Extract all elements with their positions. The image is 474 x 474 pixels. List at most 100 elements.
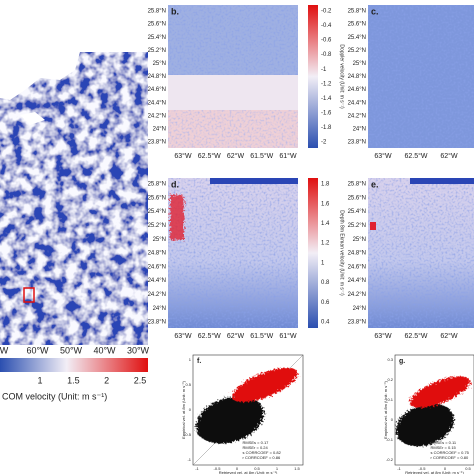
x-tick-label: 61.5°W bbox=[250, 332, 273, 340]
panel-a-map bbox=[0, 52, 148, 372]
y-tick-label: 24.2°N bbox=[148, 113, 166, 119]
x-tick-label: 62.5°W bbox=[198, 152, 221, 160]
x-tick-label: 30°W bbox=[127, 345, 150, 355]
panel-g-scatter bbox=[394, 354, 474, 466]
x-tick-label: -1 bbox=[397, 466, 401, 471]
legend-entry: RMSEs = 0.11 bbox=[431, 440, 457, 445]
y-tick-label: 25.4°N bbox=[348, 209, 366, 215]
y-tick-label: 1 bbox=[189, 357, 192, 362]
legend-entry: s CORRCOEF = 0.75 bbox=[431, 450, 470, 455]
legend-entry: RMSEs = 0.17 bbox=[243, 440, 270, 445]
x-tick-label: 62°W bbox=[440, 152, 458, 160]
x-tick-label: 63°W bbox=[174, 152, 192, 160]
y-tick-label: 24.8°N bbox=[348, 74, 366, 80]
legend-entry: s CORRCOEF = 0.82 bbox=[243, 450, 282, 455]
colorbar-tick-label: -1.6 bbox=[321, 110, 332, 116]
panel-label: e. bbox=[371, 179, 379, 189]
colorbar-tick-label: 1.2 bbox=[321, 241, 330, 247]
y-tick-label: 0 bbox=[189, 407, 192, 412]
y-tick-label: 24.8°N bbox=[148, 74, 166, 80]
y-tick-label: 24.4°N bbox=[348, 100, 366, 106]
x-tick-label: 1 bbox=[276, 466, 279, 471]
colorbar-tick-label: -1 bbox=[321, 67, 327, 73]
y-tick-label: 25.2°N bbox=[148, 48, 166, 54]
x-tick-label: 40°W bbox=[93, 345, 116, 355]
colorbar-tick-label: 1.6 bbox=[321, 201, 330, 207]
y-tick-label: 25.4°N bbox=[348, 35, 366, 41]
x-tick-label: -1 bbox=[195, 466, 199, 471]
y-tick-label: 23.8°N bbox=[348, 320, 366, 326]
x-axis-label: Retrieved vel. at 8m (Unit: m s⁻¹) bbox=[219, 470, 278, 474]
x-tick-label: 61°W bbox=[279, 332, 297, 340]
x-tick-label: 62.5°W bbox=[404, 152, 427, 160]
colorbar-tick-label: -0.2 bbox=[321, 9, 332, 15]
y-tick-label: 24.4°N bbox=[148, 100, 166, 106]
colorbar-tick-label: 0.4 bbox=[321, 320, 330, 326]
panel-label: f. bbox=[197, 358, 201, 365]
y-tick-label: 24.4°N bbox=[348, 278, 366, 284]
y-tick-label: 24.6°N bbox=[148, 87, 166, 93]
colorbar-tick-label: -0.8 bbox=[321, 52, 332, 58]
y-tick-label: 24.4°N bbox=[148, 278, 166, 284]
y-tick-label: 0.2 bbox=[387, 377, 393, 382]
x-tick-label: 62°W bbox=[227, 152, 245, 160]
colorbar-tick-label: -1.4 bbox=[321, 96, 332, 102]
panel-label: b. bbox=[171, 6, 179, 16]
x-tick-label: 61°W bbox=[279, 152, 297, 160]
colorbar-tick-label: 2 bbox=[104, 375, 109, 385]
y-tick-label: 25.8°N bbox=[348, 182, 366, 188]
y-axis-label: Empirical vel. at 8m (Unit: m s⁻¹) bbox=[181, 380, 186, 439]
x-tick-label: W bbox=[0, 345, 9, 355]
colorbar-tick-label: -0.4 bbox=[321, 23, 332, 29]
x-tick-label: 1.5 bbox=[294, 466, 300, 471]
x-tick-label: 62°W bbox=[440, 332, 458, 340]
panel-d-map bbox=[168, 178, 318, 328]
y-tick-label: -0.2 bbox=[386, 457, 394, 462]
y-tick-label: 24.6°N bbox=[348, 264, 366, 270]
y-tick-label: 24.2°N bbox=[148, 292, 166, 298]
y-tick-label: 24°N bbox=[153, 306, 166, 312]
x-tick-label: 0 bbox=[236, 466, 239, 471]
y-axis-label: Empirical vel. at 8m (Unit: m s⁻¹) bbox=[383, 380, 388, 439]
y-tick-label: 25.6°N bbox=[148, 195, 166, 201]
y-tick-label: 0.5 bbox=[185, 382, 191, 387]
y-tick-label: 24.6°N bbox=[348, 87, 366, 93]
y-tick-label: 25°N bbox=[153, 237, 166, 243]
colorbar-tick-label: 1.5 bbox=[67, 375, 80, 385]
y-tick-label: 25.8°N bbox=[148, 9, 166, 15]
x-tick-label: -0.5 bbox=[419, 466, 427, 471]
y-tick-label: 0.1 bbox=[387, 397, 393, 402]
y-tick-label: 25.4°N bbox=[148, 209, 166, 215]
colorbar-tick-label: -1.2 bbox=[321, 81, 332, 87]
colorbar-tick-label: 0.8 bbox=[321, 280, 330, 286]
y-tick-label: 25.2°N bbox=[348, 223, 366, 229]
y-tick-label: 25.2°N bbox=[148, 223, 166, 229]
colorbar-label: Doppler velocity (Unit: m s⁻¹) bbox=[339, 44, 345, 109]
y-tick-label: 24.2°N bbox=[348, 292, 366, 298]
x-tick-label: 60°W bbox=[26, 345, 49, 355]
x-tick-label: 61.5°W bbox=[250, 152, 273, 160]
y-tick-label: -0.1 bbox=[386, 437, 394, 442]
panel-label: c. bbox=[371, 6, 379, 16]
x-tick-label: 0.5 bbox=[465, 466, 471, 471]
y-tick-label: 24.6°N bbox=[148, 264, 166, 270]
y-tick-label: -0.5 bbox=[184, 432, 192, 437]
colorbar-tick-label: -0.6 bbox=[321, 38, 332, 44]
x-tick-label: 0 bbox=[444, 466, 447, 471]
y-tick-label: 25.4°N bbox=[148, 35, 166, 41]
panel-label: d. bbox=[171, 179, 179, 189]
panel-c-map bbox=[368, 5, 474, 148]
panel-e-map bbox=[368, 178, 474, 328]
x-tick-label: -0.5 bbox=[214, 466, 222, 471]
legend-entry: RMSEr = 0.15 bbox=[431, 445, 457, 450]
colorbar-tick-label: -2 bbox=[321, 140, 327, 146]
legend-entry: r CORRCOEF = 0.86 bbox=[243, 455, 281, 460]
colorbar-label: COM velocity (Unit: m s⁻¹) bbox=[2, 391, 107, 401]
panel-f-scatter bbox=[192, 354, 304, 466]
y-tick-label: 24°N bbox=[353, 306, 366, 312]
colorbar-tick-label: 1 bbox=[321, 260, 325, 266]
legend-entry: RMSEr = 0.24 bbox=[243, 445, 269, 450]
y-tick-label: 25.6°N bbox=[348, 195, 366, 201]
